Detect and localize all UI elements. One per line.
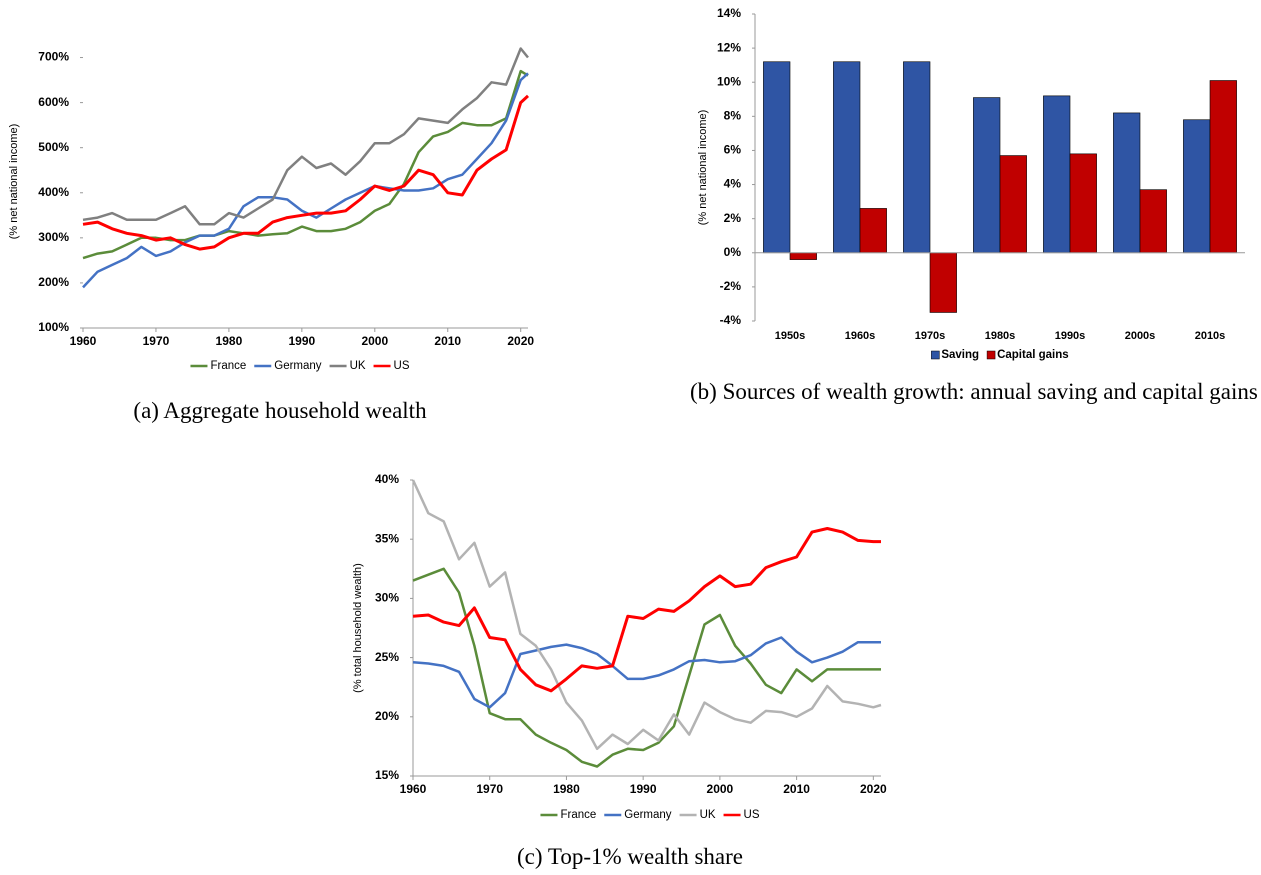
x-tick-label: 1990s (1055, 330, 1086, 342)
x-tick-label: 1980 (553, 782, 580, 796)
bar (1183, 119, 1211, 254)
legend-label: Capital gains (997, 349, 1069, 361)
y-tick-label: 400% (38, 185, 69, 199)
bar (999, 155, 1027, 254)
x-tick-label: 1970 (143, 334, 170, 348)
series-line (82, 47, 529, 226)
y-axis-label: (% total household wealth) (352, 563, 364, 693)
bar (833, 61, 861, 254)
y-tick-label: 200% (38, 275, 69, 289)
x-tick-label: 1960 (70, 334, 97, 348)
x-tick-label: 1970 (476, 782, 503, 796)
x-tick-label: 2000 (707, 782, 734, 796)
y-tick-label: 40% (375, 472, 399, 486)
bar (1139, 189, 1167, 254)
x-tick-label: 1960s (845, 330, 876, 342)
y-tick-label: 600% (38, 95, 69, 109)
bar (789, 252, 817, 260)
legend-label: US (744, 809, 760, 821)
x-tick-label: 1990 (289, 334, 316, 348)
series-line (412, 636, 881, 709)
x-tick-label: 2020 (860, 782, 887, 796)
y-tick-label: 14% (717, 6, 741, 20)
x-tick-label: 1960 (400, 782, 427, 796)
y-tick-label: 12% (717, 40, 741, 54)
bar (763, 61, 791, 254)
y-tick-label: 10% (717, 74, 741, 88)
caption: (b) Sources of wealth growth: annual sav… (690, 379, 1258, 404)
bar (1069, 153, 1097, 254)
y-tick-label: 8% (724, 109, 742, 123)
y-tick-label: 500% (38, 140, 69, 154)
bar (1209, 80, 1237, 254)
y-tick-label: 6% (724, 143, 742, 157)
series-line (411, 479, 882, 751)
y-axis-label: (% net national income) (8, 124, 20, 240)
legend-label: US (394, 360, 410, 372)
legend-label: UK (700, 809, 716, 821)
legend-label: Saving (941, 349, 979, 361)
y-tick-label: 25% (375, 650, 399, 664)
bar (1113, 112, 1141, 254)
y-tick-label: -4% (720, 313, 742, 327)
x-tick-label: 2000s (1125, 330, 1156, 342)
series-line (82, 94, 530, 251)
legend-label: UK (350, 360, 366, 372)
y-tick-label: 15% (375, 768, 399, 782)
legend-label: France (210, 360, 246, 372)
y-tick-label: -2% (720, 279, 742, 293)
x-tick-label: 1980s (985, 330, 1016, 342)
caption: (a) Aggregate household wealth (133, 398, 427, 423)
series-line (412, 567, 881, 768)
bar (929, 252, 957, 313)
bar (973, 97, 1001, 254)
x-tick-label: 2010s (1195, 330, 1226, 342)
legend-swatch (986, 350, 996, 360)
y-tick-label: 20% (375, 709, 399, 723)
y-axis-label: (% net national income) (697, 110, 709, 226)
x-tick-label: 1970s (915, 330, 946, 342)
legend-label: France (560, 809, 596, 821)
x-tick-label: 2010 (783, 782, 810, 796)
x-tick-label: 2020 (507, 334, 534, 348)
series-line (82, 69, 529, 260)
caption: (c) Top-1% wealth share (517, 844, 743, 869)
series-line (82, 72, 529, 289)
y-tick-label: 300% (38, 230, 69, 244)
y-tick-label: 30% (375, 591, 399, 605)
x-tick-label: 1990 (630, 782, 657, 796)
y-tick-label: 700% (38, 50, 69, 64)
legend-label: Germany (624, 809, 672, 821)
y-tick-label: 100% (38, 320, 69, 334)
y-tick-label: 35% (375, 531, 399, 545)
x-tick-label: 2000 (361, 334, 388, 348)
x-tick-label: 1950s (775, 330, 806, 342)
y-tick-label: 2% (724, 211, 742, 225)
y-tick-label: 0% (724, 245, 742, 259)
bar (859, 208, 887, 254)
legend-label: Germany (274, 360, 322, 372)
bar (1043, 95, 1071, 254)
y-tick-label: 4% (724, 177, 742, 191)
legend-swatch (931, 350, 940, 360)
series-line (412, 527, 881, 693)
x-tick-label: 2010 (434, 334, 461, 348)
bar (903, 61, 931, 254)
x-tick-label: 1980 (216, 334, 243, 348)
